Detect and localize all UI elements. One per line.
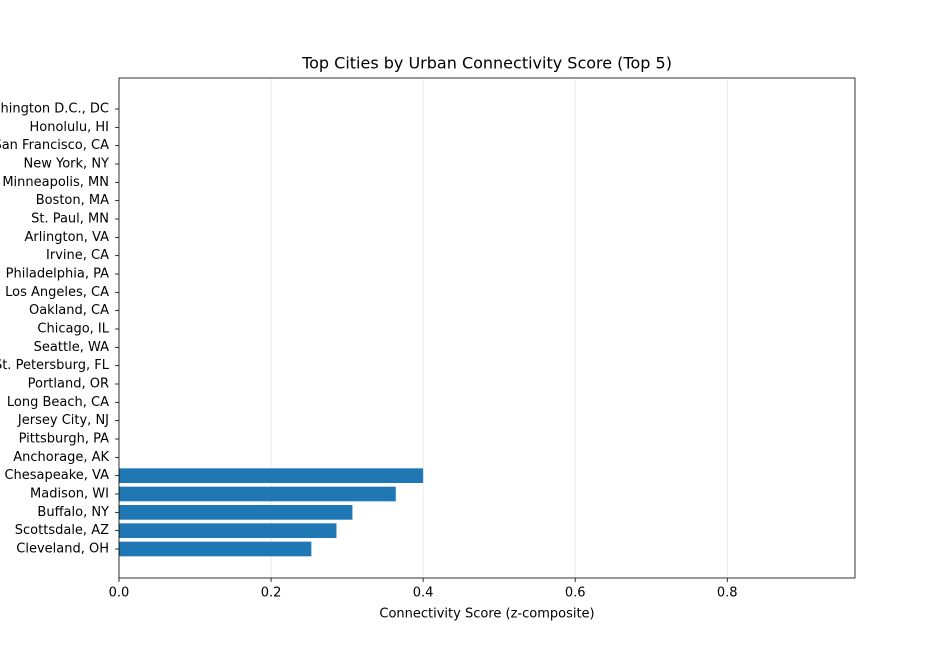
y-tick-label: Scottsdale, AZ <box>15 523 109 538</box>
y-tick-label: Seattle, WA <box>34 340 109 355</box>
y-tick-label: Chesapeake, VA <box>4 468 109 483</box>
y-tick-label: Long Beach, CA <box>7 395 109 410</box>
y-tick-label: Minneapolis, MN <box>2 175 109 190</box>
y-tick-label: Oakland, CA <box>29 303 109 318</box>
y-tick-label: Anchorage, AK <box>13 450 109 465</box>
y-tick-label: Portland, OR <box>28 377 109 392</box>
x-tick-label: 0.6 <box>565 586 586 601</box>
bar <box>119 468 424 483</box>
y-tick-label: Honolulu, HI <box>30 120 110 135</box>
x-tick-label: 0.0 <box>109 586 130 601</box>
bar <box>119 523 337 538</box>
y-tick-label: Pittsburgh, PA <box>19 432 110 447</box>
plot-frame <box>118 77 856 579</box>
x-tick-label: 0.8 <box>717 586 738 601</box>
x-tick-label: 0.2 <box>261 586 282 601</box>
chart-title: Top Cities by Urban Connectivity Score (… <box>301 54 672 73</box>
bar <box>119 541 312 557</box>
y-tick-label: Madison, WI <box>30 487 109 502</box>
y-tick-label: Arlington, VA <box>25 230 110 245</box>
y-tick-label: Irvine, CA <box>46 248 109 263</box>
y-tick-label: Cleveland, OH <box>16 542 109 557</box>
y-tick-label: Jersey City, NJ <box>17 413 109 428</box>
y-tick-label: New York, NY <box>24 157 110 172</box>
y-tick-label: Buffalo, NY <box>37 505 109 520</box>
y-tick-label: San Francisco, CA <box>0 138 109 153</box>
y-tick-label: Los Angeles, CA <box>5 285 109 300</box>
y-tick-label: St. Paul, MN <box>31 212 109 227</box>
y-tick-label: Philadelphia, PA <box>6 267 109 282</box>
y-tick-label: Boston, MA <box>36 193 109 208</box>
bar <box>119 505 353 520</box>
y-tick-label: St. Petersburg, FL <box>0 358 110 373</box>
y-tick-label: Chicago, IL <box>37 322 109 337</box>
x-tick-label: 0.4 <box>413 586 434 601</box>
bar <box>119 486 396 502</box>
x-axis-label: Connectivity Score (z-composite) <box>379 607 594 622</box>
y-tick-label: Washington D.C., DC <box>0 102 109 117</box>
